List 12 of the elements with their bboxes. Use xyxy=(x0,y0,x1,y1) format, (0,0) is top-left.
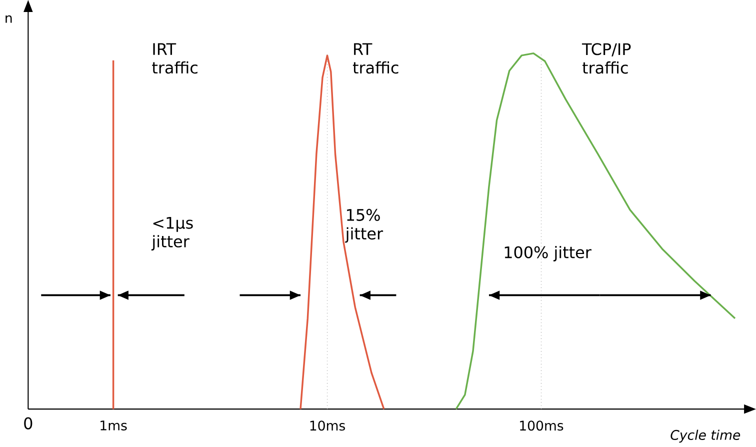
annotation: 15% jitter xyxy=(345,208,384,243)
annotation: IRT traffic xyxy=(152,43,198,74)
annotation: RT traffic xyxy=(352,43,398,74)
annotation: <1µs jitter xyxy=(151,216,193,251)
x-axis-title: Cycle time xyxy=(670,430,740,443)
annotation: 100% jitter xyxy=(504,246,592,262)
annotation: TCP/IP traffic xyxy=(582,43,631,74)
x-tick-label: 1ms xyxy=(100,420,127,430)
text: 0 xyxy=(24,417,32,430)
x-tick-label: 10ms xyxy=(310,420,345,431)
y-axis-title: n xyxy=(6,15,12,23)
x-tick-label: 100ms xyxy=(520,420,564,431)
